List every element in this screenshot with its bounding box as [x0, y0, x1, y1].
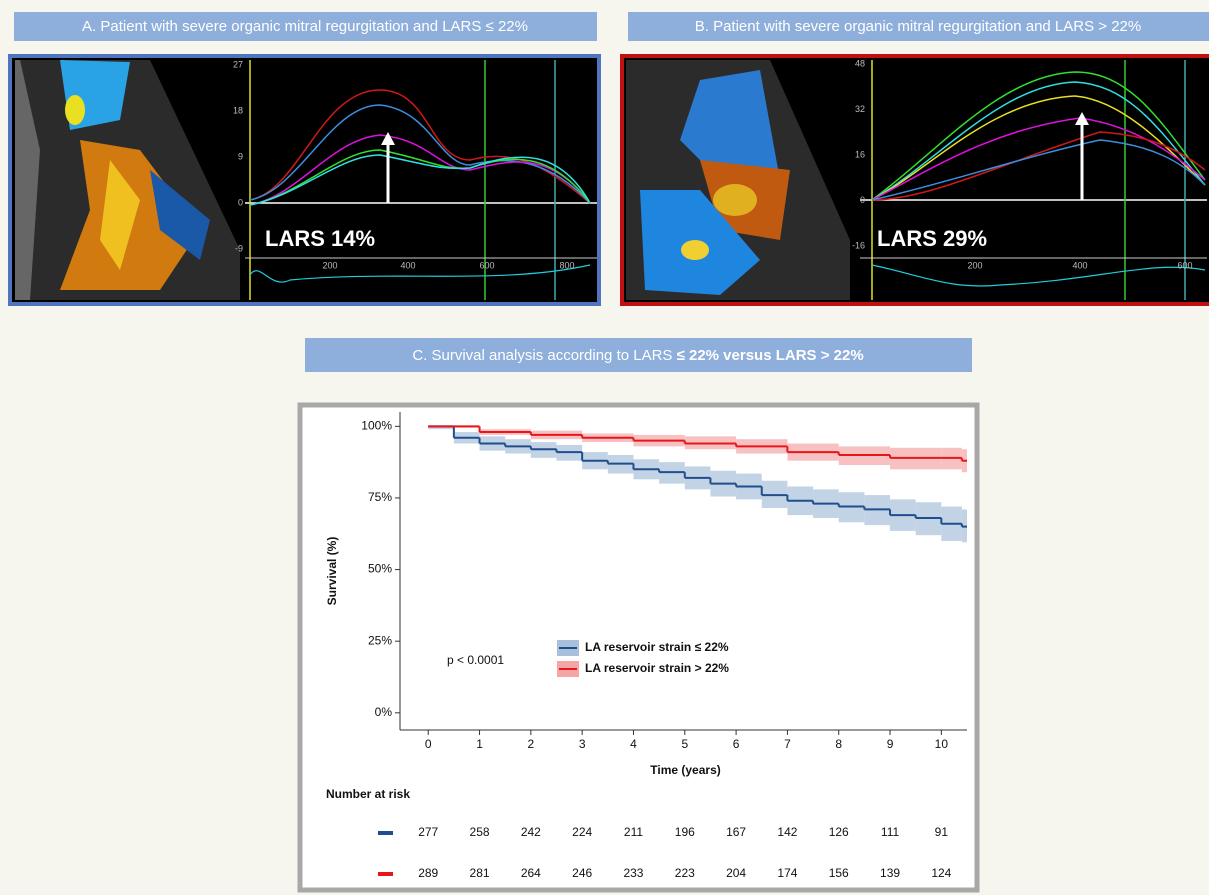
title-box — [305, 338, 972, 372]
risk-number: 277 — [418, 825, 438, 839]
echo-y-tick: 16 — [855, 149, 865, 159]
chart-title: C. Survival analysis according to LARS ≤… — [412, 347, 863, 364]
echo-y-tick: 0 — [860, 195, 865, 205]
x-tick-label: 3 — [579, 737, 586, 751]
echo-y-tick: 27 — [233, 59, 243, 69]
risk-number: 126 — [829, 825, 849, 839]
echo-y-tick: 9 — [238, 151, 243, 161]
echo-y-tick: 18 — [233, 105, 243, 115]
y-tick-label: 25% — [368, 633, 392, 647]
echo-y-tick: 48 — [855, 58, 865, 68]
x-tick-label: 6 — [733, 737, 740, 751]
risk-number: 224 — [572, 825, 592, 839]
risk-number: 142 — [777, 825, 797, 839]
x-tick-label: 7 — [784, 737, 791, 751]
strain-plot — [245, 60, 597, 300]
y-tick-label: 75% — [368, 490, 392, 504]
risk-number: 91 — [935, 825, 949, 839]
title-box — [14, 12, 597, 41]
panel-title: B. Patient with severe organic mitral re… — [695, 18, 1141, 35]
strain-plot — [860, 60, 1207, 300]
y-tick-label: 50% — [368, 562, 392, 576]
echo-x-tick: 800 — [559, 260, 574, 270]
x-tick-label: 1 — [476, 737, 483, 751]
x-tick-label: 4 — [630, 737, 637, 751]
x-tick-label: 8 — [835, 737, 842, 751]
chart-title-part: C. Survival analysis according to LARS — [412, 347, 676, 364]
risk-number: 174 — [777, 866, 797, 880]
risk-number: 139 — [880, 866, 900, 880]
x-axis-label: Time (years) — [650, 763, 720, 777]
risk-number: 223 — [675, 866, 695, 880]
y-tick-label: 100% — [361, 418, 392, 432]
lars-label: LARS 29% — [877, 226, 987, 251]
x-tick-label: 0 — [425, 737, 432, 751]
risk-number: 156 — [829, 866, 849, 880]
chart-frame — [297, 402, 980, 893]
risk-number: 233 — [623, 866, 643, 880]
x-tick-label: 9 — [887, 737, 894, 751]
x-tick-label: 2 — [528, 737, 535, 751]
echo-image — [626, 60, 850, 300]
lars-label: LARS 14% — [265, 226, 375, 251]
panel-title: A. Patient with severe organic mitral re… — [82, 18, 528, 35]
y-tick-label: 0% — [375, 705, 393, 719]
echo-y-tick: 32 — [855, 104, 865, 114]
title-box — [628, 12, 1209, 41]
risk-number: 281 — [470, 866, 490, 880]
risk-number: 242 — [521, 825, 541, 839]
echo-y-tick: 0 — [238, 197, 243, 207]
risk-number: 258 — [470, 825, 490, 839]
km-chart: 0% 25% 50% 75% 100% 0 1 2 3 4 5 6 7 8 9 10 Time (years) S… — [325, 412, 967, 880]
chart-title-bold: ≤ 22% versus LARS > 22% — [677, 347, 864, 364]
echo-x-tick: 600 — [1177, 260, 1192, 270]
echo-y-tick: -16 — [852, 240, 865, 250]
risk-number: 167 — [726, 825, 746, 839]
risk-number: 124 — [931, 866, 951, 880]
risk-number: 264 — [521, 866, 541, 880]
y-axis-label: Survival (%) — [325, 537, 339, 606]
echo-y-tick: -9 — [235, 243, 243, 253]
risk-number: 111 — [881, 825, 900, 839]
risk-number: 246 — [572, 866, 592, 880]
echo-x-tick: 400 — [400, 260, 415, 270]
risk-number: 211 — [624, 825, 643, 839]
annotation: p < 0.0001 — [447, 653, 504, 667]
echo-x-tick: 200 — [322, 260, 337, 270]
echo-x-tick: 200 — [967, 260, 982, 270]
x-tick-label: 5 — [681, 737, 688, 751]
risk-number: 204 — [726, 866, 746, 880]
legend-label: LA reservoir strain > 22% — [585, 661, 729, 675]
risk-title: Number at risk — [326, 787, 410, 801]
legend-label: LA reservoir strain ≤ 22% — [585, 640, 729, 654]
risk-number: 196 — [675, 825, 695, 839]
echo-x-tick: 600 — [479, 260, 494, 270]
x-tick-label: 10 — [935, 737, 949, 751]
echo-image — [15, 60, 240, 300]
risk-number: 289 — [418, 866, 438, 880]
echo-x-tick: 400 — [1072, 260, 1087, 270]
